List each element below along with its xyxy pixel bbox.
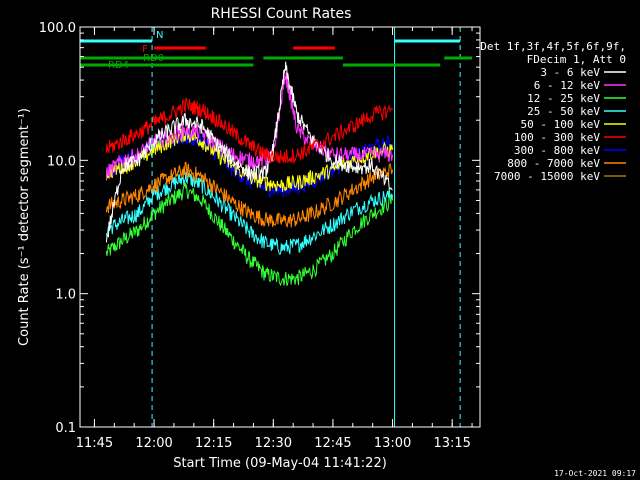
- rd4-label: RD4: [108, 60, 129, 71]
- date-stamp: 17-Oct-2021 09:17: [554, 469, 636, 478]
- x-tick-label: 12:30: [255, 436, 292, 451]
- series-line-3-6-kev: [105, 61, 393, 243]
- legend-label: 6 - 12 keV: [534, 79, 601, 92]
- y-tick-label: 100.0: [39, 21, 76, 36]
- series-line-50-100-kev: [105, 126, 394, 192]
- legend-label: 3 - 6 keV: [540, 66, 600, 79]
- x-tick-label: 13:00: [374, 436, 411, 451]
- x-tick-label: 12:15: [195, 436, 232, 451]
- legend-label: 25 - 50 keV: [527, 105, 600, 118]
- chart-title: RHESSI Count Rates: [211, 6, 352, 22]
- x-tick-label: 11:45: [76, 436, 113, 451]
- series-line-12-25-kev: [105, 182, 394, 287]
- series-line-800-7000-kev: [105, 161, 394, 228]
- legend-label: 100 - 300 keV: [514, 131, 600, 144]
- x-axis-label: Start Time (09-May-04 11:41:22): [173, 456, 387, 471]
- series-line-25-50-kev: [105, 171, 394, 255]
- y-tick-label: 10.0: [47, 154, 76, 169]
- legend-header-2: FDecim 1, Att 0: [527, 53, 626, 66]
- legend: Det 1f,3f,4f,5f,6f,9f,FDecim 1, Att 03 -…: [480, 40, 626, 183]
- legend-header-1: Det 1f,3f,4f,5f,6f,9f,: [480, 40, 626, 53]
- y-axis-label: Count Rate (s⁻¹ detector segment⁻¹): [17, 108, 32, 346]
- axes: 0.1 1.0 10.0 100.0 11:45 12:00 12:15 12:30 12:45…: [39, 21, 480, 451]
- series-line-6-12-kev: [105, 72, 394, 180]
- plot-frame: [79, 26, 481, 428]
- legend-label: 50 - 100 keV: [521, 118, 601, 131]
- x-tick-label: 13:15: [433, 436, 470, 451]
- x-tick-label: 12:00: [135, 436, 172, 451]
- y-tick-label: 0.1: [55, 421, 76, 436]
- y-tick-label: 1.0: [55, 288, 76, 303]
- legend-label: 12 - 25 keV: [527, 92, 600, 105]
- x-tick-label: 12:45: [314, 436, 351, 451]
- legend-label: 7000 - 15000 keV: [494, 170, 600, 183]
- series-line-100-300-kev: [105, 97, 394, 164]
- attenuator-label: N: [156, 30, 163, 41]
- legend-label: 800 - 7000 keV: [507, 157, 600, 170]
- rd0-label: RD0: [143, 53, 164, 64]
- flare-label: F: [142, 44, 148, 55]
- series-group: [80, 27, 473, 427]
- legend-label: 300 - 800 keV: [514, 144, 600, 157]
